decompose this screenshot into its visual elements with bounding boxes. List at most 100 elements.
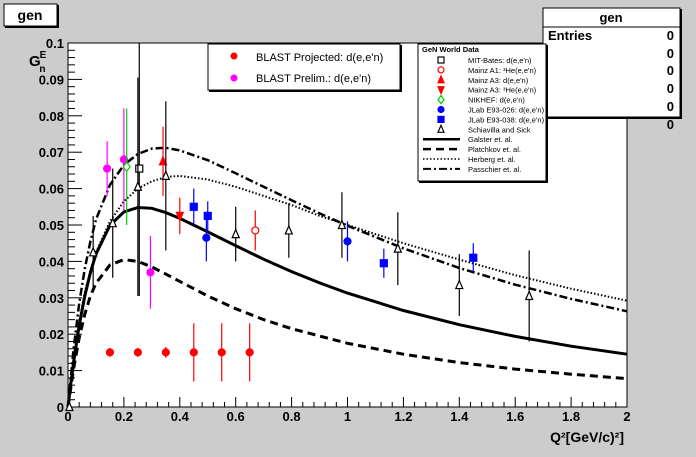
point-mainz-a1	[251, 226, 260, 235]
world-legend-entry-1-marker	[437, 66, 445, 74]
axes-layer: 0 0.2 0.4 0.6 0.8 1 1.2 1.4 1.6 1.8 2 0 0.01 0.02 0.03…	[39, 36, 631, 424]
x-tick-label: 0.4	[171, 409, 190, 424]
point-schiavilla-and-sick	[524, 289, 534, 301]
world-legend-entry-8-label: Galster et. al.	[468, 135, 513, 144]
point-mit-bates	[135, 164, 144, 173]
stats-value: 0	[667, 81, 674, 96]
point-jlab-e93-038	[469, 253, 478, 262]
world-legend-entry-7-marker	[437, 123, 445, 133]
point-jlab-e93-026	[202, 233, 211, 242]
x-tick-label: 1.2	[394, 409, 412, 424]
points-layer	[64, 43, 534, 412]
x-tick-label: 0.2	[115, 409, 133, 424]
point-schiavilla-and-sick	[231, 228, 241, 239]
y-tick-label: 0.09	[39, 72, 64, 87]
curve-passchier-et-al-	[66, 146, 628, 408]
canvas-title: gen	[18, 7, 43, 23]
stats-value: 0	[667, 117, 674, 132]
y-tick-label: 0.07	[39, 145, 64, 160]
point-schiavilla-and-sick	[337, 219, 347, 230]
y-tick-label: 0.08	[39, 109, 64, 124]
blast-prelim-label: BLAST Prelim.: d(e,e'n)	[256, 73, 371, 85]
x-tick-label: 1.8	[562, 409, 580, 424]
x-tick-label: 2	[623, 409, 630, 424]
point-blast-prelim-	[103, 164, 112, 173]
y-axis-label: E	[40, 50, 47, 61]
x-axis-label: Q²[GeV/c)²]	[550, 429, 624, 445]
stats-value: 0	[667, 28, 674, 43]
point-blast-projected	[133, 348, 142, 357]
y-tick-label: 0.02	[39, 327, 64, 342]
point-jlab-e93-038	[203, 211, 212, 220]
y-tick-label: 0.03	[39, 291, 64, 306]
curve-platchkov-et-al-	[66, 258, 628, 408]
world-legend-entry-6-marker	[437, 115, 445, 124]
world-legend-entry-0-marker	[437, 56, 445, 64]
blast-prelim-marker	[230, 74, 238, 82]
x-tick-label: 1	[344, 409, 351, 424]
point-schiavilla-and-sick	[133, 180, 143, 191]
point-schiavilla-and-sick	[64, 401, 74, 412]
world-legend-entry-4-label: NIKHEF: d(e,e'n)	[468, 96, 525, 105]
blast-projected-label: BLAST Projected: d(e,e'n)	[256, 52, 383, 64]
y-tick-label: 0.06	[39, 182, 64, 197]
world-legend-entry-6-label: JLab E93-038: d(e,e'n)	[468, 115, 545, 124]
world-legend-entry-7-label: Schiavilla and Sick	[468, 125, 531, 134]
blast-legend[interactable]: BLAST Projected: d(e,e'n) BLAST Prelim.:…	[207, 43, 402, 92]
curve-galster-et-al-	[66, 205, 628, 408]
point-blast-prelim-	[146, 268, 155, 277]
y-axis-label: G	[29, 53, 41, 70]
stats-title: gen	[599, 10, 622, 25]
world-legend-entry-2-label: Mainz A3: d(e,e'n)	[468, 76, 529, 85]
point-jlab-e93-026	[343, 237, 352, 246]
x-tick-label: 1.6	[506, 409, 524, 424]
point-schiavilla-and-sick	[454, 279, 464, 290]
point-schiavilla-and-sick	[88, 246, 98, 257]
stats-value: 0	[667, 63, 674, 78]
world-data-legend[interactable]: GeN World Data MIT-Bates: d(e,e'n)Mainz …	[417, 43, 548, 183]
y-tick-label: 0.01	[39, 364, 64, 379]
world-legend-entry-5-label: JLab E93-026: d(e,e'n)	[468, 106, 545, 115]
y-tick-label: 0	[57, 400, 64, 415]
point-schiavilla-and-sick	[284, 224, 294, 235]
world-legend-entry-1-label: Mainz A1: ³He(e,e'n)	[468, 66, 537, 75]
stats-value: 0	[667, 46, 674, 61]
point-jlab-e93-038	[379, 259, 388, 268]
world-legend-entry-3-marker	[437, 86, 445, 96]
world-legend-entry-10-label: Herberg et. al.	[468, 155, 516, 164]
world-legend-entry-11-label: Passchier et. al.	[468, 165, 521, 174]
x-tick-label: 0.8	[283, 409, 301, 424]
y-axis-label: GE n	[29, 50, 47, 75]
point-blast-projected	[105, 348, 115, 357]
y-tick-label: 0.04	[39, 254, 65, 269]
point-schiavilla-and-sick	[108, 217, 118, 228]
x-tick-label: 1.4	[450, 409, 469, 424]
world-legend-title: GeN World Data	[422, 45, 480, 54]
point-mainz-a3-d	[158, 155, 168, 166]
x-tick-label: 0.6	[227, 409, 245, 424]
point-schiavilla-and-sick	[393, 242, 403, 253]
y-tick-label: 0.1	[46, 36, 64, 51]
blast-projected-marker	[230, 52, 238, 60]
point-blast-projected	[189, 348, 198, 357]
world-legend-entry-9-label: Platchkov et. al.	[468, 145, 521, 154]
canvas-title-box[interactable]: gen	[3, 3, 59, 28]
stats-value: 0	[667, 99, 674, 114]
world-legend-entry-5-marker	[437, 105, 445, 114]
world-legend-entry-3-label: Mainz A3: ³He(e,e'n)	[468, 86, 537, 95]
point-schiavilla-and-sick	[161, 169, 171, 180]
point-mainz-a3-he	[175, 211, 185, 222]
x-tick-label: 0	[64, 409, 71, 424]
world-legend-entry-2-marker	[437, 74, 445, 84]
stats-box[interactable]: gen Entries 0 0 0 0 0 0	[542, 7, 682, 132]
y-axis-label: n	[39, 64, 45, 75]
point-blast-projected	[245, 348, 254, 357]
point-jlab-e93-038	[189, 202, 198, 211]
point-blast-projected	[217, 348, 226, 357]
stats-entries-label: Entries	[548, 28, 592, 43]
y-tick-label: 0.05	[39, 218, 64, 233]
world-legend-entry-4-marker	[437, 94, 445, 105]
point-blast-prelim-	[119, 155, 129, 164]
